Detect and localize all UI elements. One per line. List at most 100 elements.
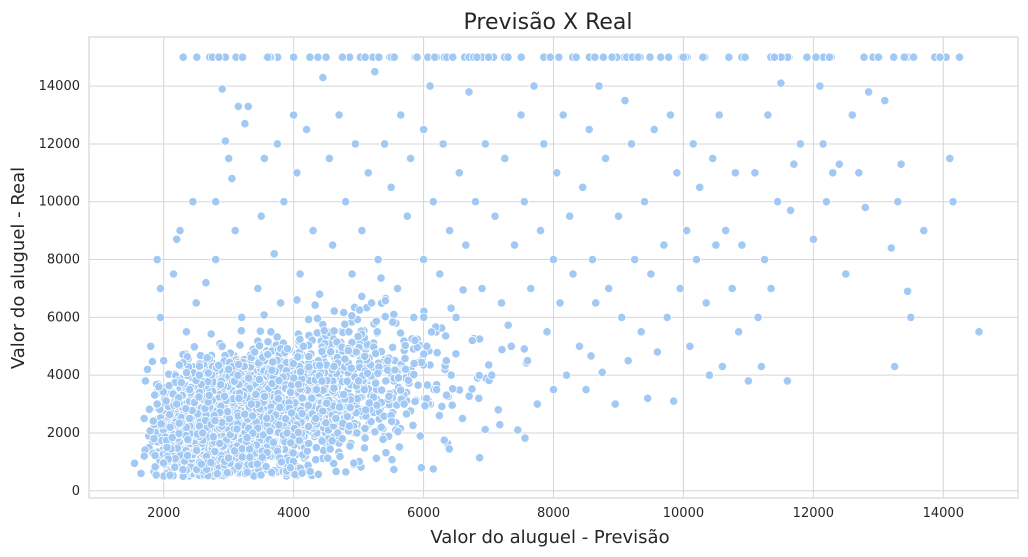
- data-point: [259, 310, 269, 320]
- data-point: [376, 422, 386, 432]
- data-point: [279, 197, 289, 207]
- data-point: [311, 384, 321, 395]
- y-tick-label: 0: [72, 484, 80, 499]
- data-point: [297, 408, 307, 419]
- data-point: [400, 364, 411, 374]
- data-point: [403, 375, 413, 385]
- data-point: [474, 453, 485, 463]
- data-point: [824, 52, 835, 62]
- data-point: [613, 211, 624, 221]
- data-point: [896, 159, 906, 169]
- data-point: [380, 311, 390, 322]
- data-point: [789, 159, 799, 169]
- data-point: [129, 458, 140, 468]
- data-point: [426, 327, 437, 337]
- data-point: [294, 435, 304, 446]
- data-point: [288, 448, 298, 458]
- data-point: [724, 52, 734, 62]
- data-point: [493, 405, 503, 415]
- data-point: [503, 52, 513, 62]
- data-point: [620, 96, 630, 106]
- data-point: [552, 168, 562, 178]
- data-point: [474, 370, 484, 381]
- data-point: [604, 283, 614, 294]
- data-point: [451, 349, 461, 359]
- data-point: [444, 444, 454, 454]
- data-point: [185, 384, 195, 395]
- data-point: [727, 283, 737, 294]
- data-point: [444, 226, 455, 236]
- data-point: [342, 376, 352, 386]
- data-point: [520, 433, 530, 443]
- data-point: [230, 226, 240, 236]
- data-point: [303, 400, 313, 410]
- data-point: [292, 295, 302, 305]
- data-point: [208, 432, 218, 442]
- data-point: [428, 197, 438, 207]
- data-point: [359, 443, 370, 453]
- data-point: [554, 52, 564, 62]
- data-point: [274, 375, 284, 386]
- data-point: [461, 240, 471, 250]
- data-point: [360, 423, 370, 433]
- data-point: [458, 285, 468, 295]
- data-point: [252, 459, 262, 469]
- data-point: [954, 52, 965, 62]
- data-point: [293, 427, 303, 437]
- data-point: [371, 316, 381, 326]
- data-point: [329, 326, 339, 336]
- data-point: [154, 382, 164, 392]
- data-point: [413, 380, 423, 390]
- data-point: [409, 358, 419, 368]
- data-point: [165, 470, 175, 480]
- data-point: [319, 326, 329, 336]
- data-point: [535, 226, 546, 236]
- data-point: [400, 353, 410, 364]
- data-point: [346, 363, 356, 373]
- data-point: [263, 349, 273, 360]
- data-point: [275, 298, 286, 308]
- data-point: [344, 327, 354, 337]
- y-tick-label: 14000: [39, 79, 80, 94]
- data-point: [288, 359, 298, 369]
- data-point: [308, 226, 318, 236]
- data-point: [815, 81, 825, 91]
- data-point: [353, 331, 363, 342]
- data-point: [273, 394, 283, 404]
- data-point: [548, 255, 559, 265]
- data-point: [304, 362, 314, 372]
- data-point: [561, 370, 572, 380]
- data-point: [185, 413, 195, 424]
- data-point: [145, 426, 155, 436]
- data-point: [409, 369, 419, 380]
- data-point: [418, 255, 429, 265]
- data-point: [292, 168, 302, 178]
- data-point: [656, 52, 666, 62]
- data-point: [370, 348, 381, 359]
- data-point: [370, 378, 381, 388]
- data-point: [275, 402, 285, 412]
- data-point: [286, 408, 297, 418]
- data-point: [338, 389, 349, 400]
- data-point: [243, 101, 253, 112]
- data-point: [586, 351, 596, 361]
- x-tick-label: 14000: [923, 506, 964, 521]
- data-point: [372, 327, 382, 337]
- data-point: [886, 243, 896, 253]
- data-point: [244, 373, 254, 383]
- data-point: [756, 361, 767, 372]
- data-point: [146, 341, 156, 351]
- data-point: [322, 398, 332, 408]
- data-point: [159, 356, 169, 366]
- data-point: [682, 226, 692, 236]
- data-point: [272, 332, 282, 342]
- data-point: [288, 52, 299, 62]
- data-point: [245, 444, 255, 454]
- data-point: [136, 468, 146, 478]
- data-point: [457, 413, 468, 424]
- data-point: [370, 427, 380, 437]
- data-point: [477, 283, 487, 294]
- data-point: [370, 67, 380, 77]
- data-point: [234, 393, 244, 403]
- data-point: [139, 451, 149, 461]
